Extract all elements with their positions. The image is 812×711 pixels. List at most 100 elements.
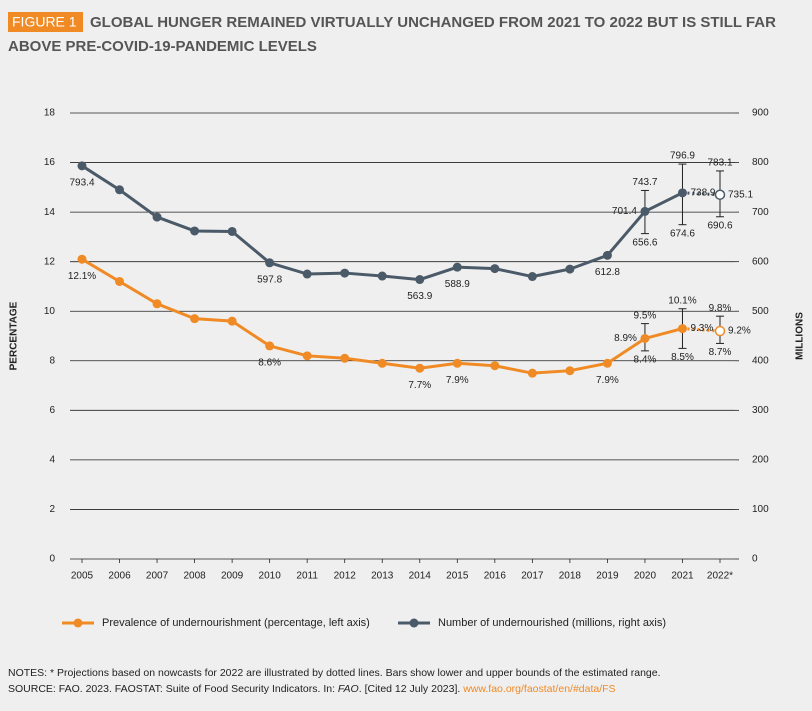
series-marker	[77, 161, 87, 171]
data-label: 738.9	[690, 187, 715, 198]
series-marker	[640, 206, 650, 216]
x-tick-label: 2007	[146, 571, 169, 582]
y-tick-label: 0	[49, 554, 55, 565]
data-label: 7.9%	[446, 375, 469, 386]
series-marker	[714, 189, 726, 200]
x-tick-label: 2012	[334, 571, 357, 582]
source-link[interactable]: www.fao.org/faostat/en/#data/FS	[462, 683, 615, 695]
series-marker	[115, 276, 125, 286]
x-tick-label: 2015	[446, 571, 469, 582]
series-marker	[190, 226, 200, 236]
series-marker	[640, 333, 650, 343]
error-label: 9.5%	[634, 310, 657, 321]
y-tick-label: 2	[49, 504, 55, 515]
series-marker	[415, 275, 425, 285]
y-tick-label: 18	[44, 108, 56, 119]
series-marker	[265, 341, 275, 351]
y2-tick-label: 700	[752, 207, 769, 218]
error-label: 783.1	[707, 158, 732, 169]
legend-marker	[409, 618, 419, 628]
series-marker	[452, 358, 462, 368]
data-label: 8.9%	[614, 333, 637, 344]
series-marker	[677, 188, 687, 198]
figure-label: FIGURE 1	[12, 14, 77, 30]
series-marker	[677, 324, 687, 334]
y2-tick-label: 200	[752, 455, 769, 466]
error-label: 8.4%	[634, 355, 657, 366]
x-tick-label: 2017	[521, 571, 544, 582]
y-tick-label: 4	[49, 455, 55, 466]
y2-tick-label: 500	[752, 306, 769, 317]
x-tick-label: 2011	[296, 571, 318, 582]
y2-tick-label: 100	[752, 504, 769, 515]
series-marker	[152, 299, 162, 309]
data-label: 735.1	[728, 189, 753, 200]
error-label: 674.6	[670, 228, 695, 239]
series-marker	[377, 271, 387, 281]
series-marker	[340, 268, 350, 278]
y-axis-label: PERCENTAGE	[9, 301, 20, 370]
source: SOURCE: FAO. 2023. FAOSTAT: Suite of Foo…	[8, 683, 616, 695]
x-tick-label: 2020	[634, 571, 657, 582]
y-tick-label: 14	[44, 207, 56, 218]
source-text: SOURCE: FAO. 2023. FAOSTAT: Suite of Foo…	[8, 683, 338, 695]
series-marker	[302, 351, 312, 361]
chart-title: GLOBAL HUNGER REMAINED VIRTUALLY UNCHANG…	[90, 14, 776, 31]
x-tick-label: 2022*	[707, 571, 733, 582]
error-label: 690.6	[707, 220, 732, 231]
data-label: 597.8	[257, 274, 282, 285]
legend-label: Prevalence of undernourishment (percenta…	[102, 617, 370, 629]
error-label: 796.9	[670, 151, 695, 162]
y2-tick-label: 300	[752, 405, 769, 416]
x-tick-label: 2013	[371, 571, 394, 582]
x-tick-label: 2010	[259, 571, 282, 582]
y-tick-label: 12	[44, 256, 56, 267]
x-tick-label: 2005	[71, 571, 94, 582]
data-label: 12.1%	[68, 271, 96, 282]
series-line	[682, 327, 721, 333]
series-marker	[377, 358, 387, 368]
y2-tick-label: 400	[752, 355, 769, 366]
series-marker	[340, 353, 350, 363]
x-tick-label: 2016	[484, 571, 507, 582]
error-label: 8.7%	[709, 347, 732, 358]
data-label: 563.9	[407, 291, 432, 302]
series-marker	[227, 226, 237, 236]
series-marker	[527, 272, 537, 282]
series-marker	[452, 262, 462, 272]
series-marker	[115, 185, 125, 195]
data-label: 9.3%	[690, 323, 713, 334]
y-tick-label: 10	[44, 306, 56, 317]
series-marker	[415, 363, 425, 373]
x-tick-label: 2009	[221, 571, 244, 582]
y2-tick-label: 800	[752, 157, 769, 168]
legend-label: Number of undernourished (millions, righ…	[438, 617, 666, 629]
y2-axis-label: MILLIONS	[795, 312, 806, 360]
data-label: 701.4	[612, 206, 637, 217]
series-marker	[565, 264, 575, 274]
chart-title: ABOVE PRE-COVID-19-PANDEMIC LEVELS	[8, 38, 317, 55]
error-label: 8.5%	[671, 352, 694, 363]
x-tick-label: 2019	[596, 571, 619, 582]
data-label: 7.9%	[596, 375, 619, 386]
source-text: FAO	[338, 683, 359, 695]
error-label: 743.7	[632, 177, 657, 188]
x-tick-label: 2021	[671, 571, 694, 582]
error-label: 9.8%	[709, 303, 732, 314]
series-marker	[152, 212, 162, 222]
x-tick-label: 2014	[409, 571, 432, 582]
series-marker	[490, 361, 500, 371]
series-marker	[190, 314, 200, 324]
data-label: 8.6%	[258, 358, 281, 369]
data-label: 7.7%	[408, 380, 431, 391]
series-marker	[565, 366, 575, 376]
data-label: 9.2%	[728, 326, 751, 337]
error-label: 656.6	[632, 237, 657, 248]
y-tick-label: 6	[49, 405, 55, 416]
series-marker	[227, 316, 237, 326]
y2-tick-label: 600	[752, 256, 769, 267]
y2-tick-label: 0	[752, 554, 758, 565]
x-tick-label: 2008	[183, 571, 206, 582]
x-tick-label: 2006	[108, 571, 131, 582]
